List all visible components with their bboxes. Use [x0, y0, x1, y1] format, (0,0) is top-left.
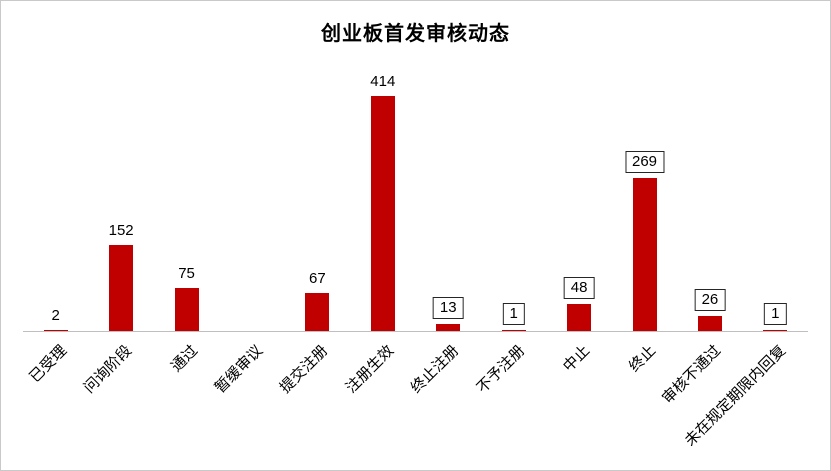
- category-label: 通过: [167, 342, 201, 376]
- category-label: 问询阶段: [80, 342, 136, 397]
- x-axis-line: [23, 331, 808, 332]
- category-label: 不予注册: [473, 342, 528, 397]
- bar-column: 152 问询阶段: [81, 61, 153, 397]
- bar[interactable]: [109, 245, 134, 331]
- value-label-boxed: 26: [694, 289, 726, 311]
- bar[interactable]: [370, 96, 395, 331]
- bar-column: 75 通过: [154, 61, 219, 375]
- category-label: 注册生效: [342, 342, 397, 397]
- chart-title: 创业板首发审核动态: [321, 23, 510, 45]
- category-label: 提交注册: [277, 342, 332, 397]
- bar-column: 26 审核不通过: [659, 61, 742, 407]
- bar-column: 2 已受理: [23, 61, 88, 386]
- bar-column: 1 不予注册: [473, 61, 546, 397]
- bar[interactable]: [436, 324, 461, 331]
- bar-column: 269 终止: [612, 61, 677, 375]
- value-label: 152: [108, 222, 134, 239]
- bar[interactable]: [501, 330, 526, 331]
- category-label: 审核不通过: [659, 342, 725, 408]
- value-label-boxed: 48: [563, 277, 595, 299]
- value-label-boxed: 13: [432, 297, 464, 319]
- bar-column: 暂缓审议: [212, 61, 284, 396]
- category-label: 中止: [559, 342, 594, 376]
- bar-column: 414 注册生效: [343, 61, 415, 397]
- bar[interactable]: [697, 316, 722, 331]
- plot-area: 2 已受理 152 问询阶段 75 通过 暂缓审议 67 提交注册 414 注册生效 13 终止注册 1 不…: [23, 61, 808, 450]
- value-label-boxed: 1: [502, 303, 525, 325]
- bar[interactable]: [763, 330, 788, 331]
- value-label: 75: [178, 265, 195, 282]
- category-label: 暂缓审议: [211, 342, 267, 397]
- bar[interactable]: [174, 288, 199, 331]
- category-label: 终止注册: [407, 342, 463, 397]
- bar[interactable]: [632, 178, 657, 331]
- bar[interactable]: [567, 304, 592, 331]
- bar[interactable]: [43, 330, 68, 331]
- bar-column: 67 提交注册: [277, 61, 350, 397]
- value-label-boxed: 1: [764, 303, 787, 325]
- value-label: 67: [309, 270, 326, 287]
- bars-container: 2 已受理 152 问询阶段 75 通过 暂缓审议 67 提交注册 414 注册生效 13 终止注册 1 不…: [23, 61, 808, 450]
- category-label: 终止: [625, 342, 659, 376]
- bar[interactable]: [305, 293, 330, 331]
- bar-column: 13 终止注册: [408, 61, 481, 397]
- bar-column: 1 未在规定期限内回复: [682, 61, 808, 450]
- value-label: 414: [370, 73, 396, 90]
- bar-column: 48 中止: [546, 61, 611, 375]
- value-label: 2: [51, 307, 60, 324]
- value-label-boxed: 269: [624, 151, 665, 173]
- category-label: 已受理: [26, 342, 70, 386]
